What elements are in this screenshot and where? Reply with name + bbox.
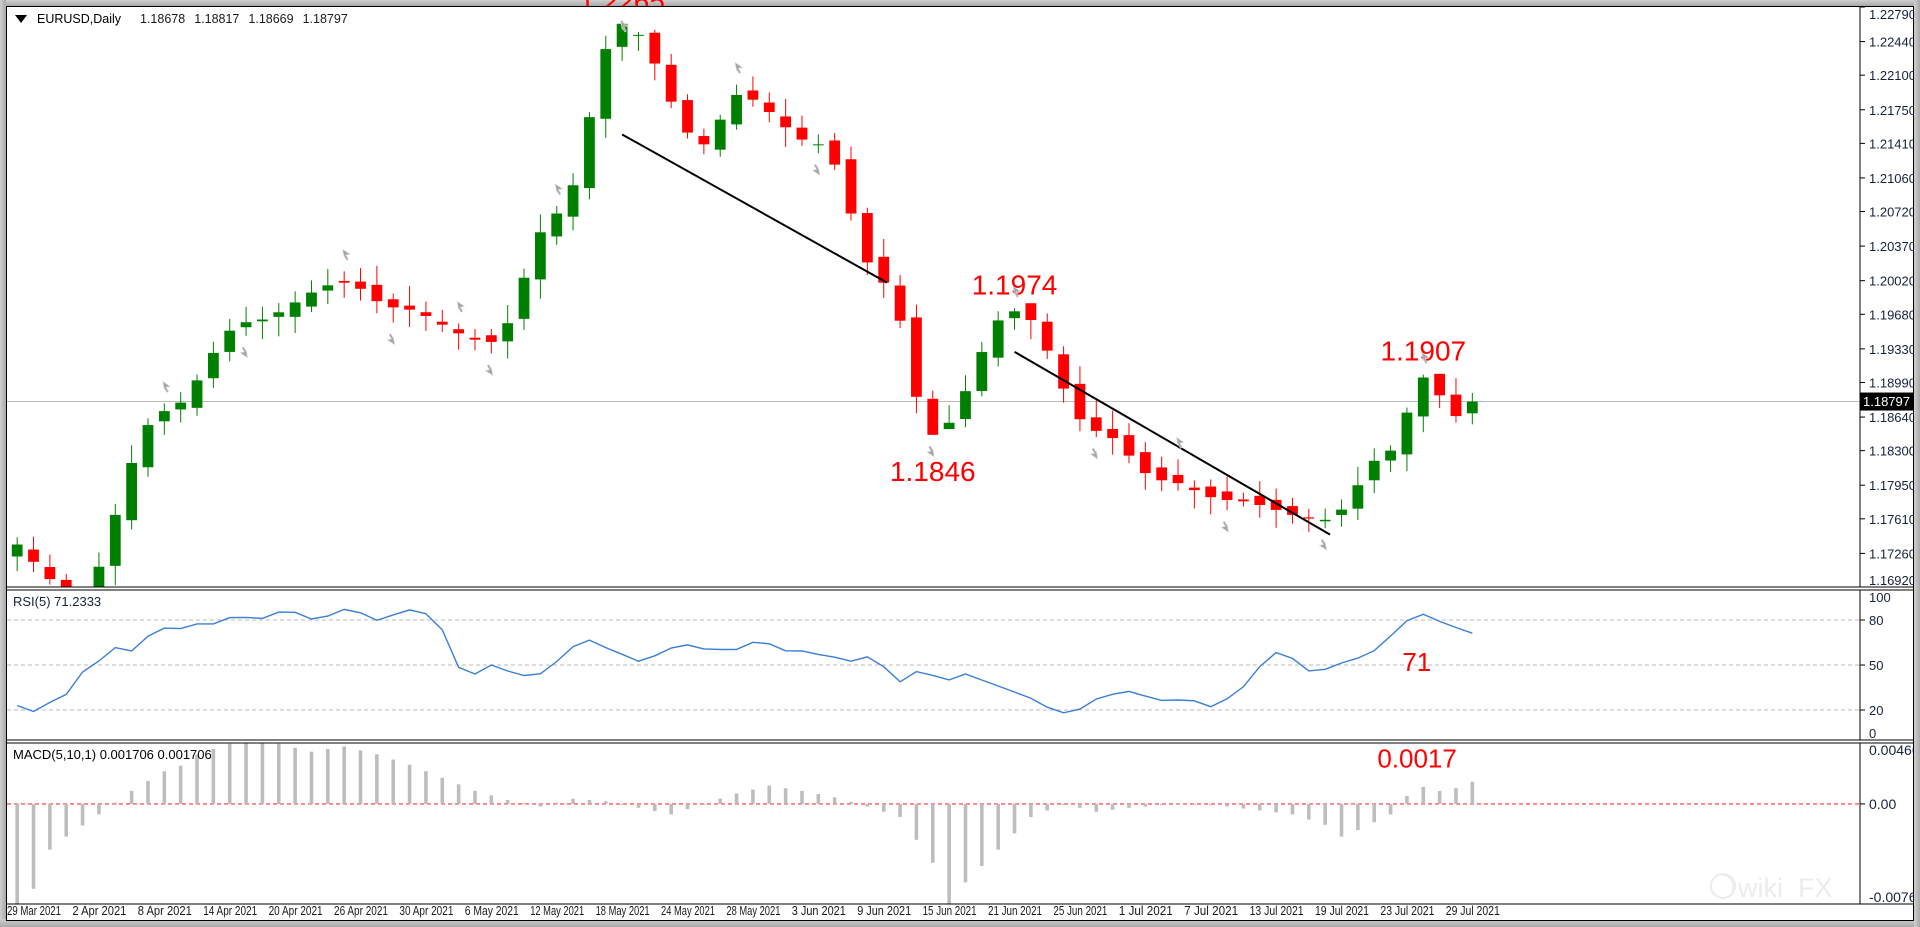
svg-text:1 Jul 2021: 1 Jul 2021 <box>1119 903 1173 918</box>
svg-text:15 Jun 2021: 15 Jun 2021 <box>923 903 977 918</box>
svg-text:9 Jun 2021: 9 Jun 2021 <box>857 903 911 918</box>
svg-text:2 Apr 2021: 2 Apr 2021 <box>72 903 126 918</box>
svg-text:26 Apr 2021: 26 Apr 2021 <box>334 903 388 918</box>
svg-text:19 Jul 2021: 19 Jul 2021 <box>1315 903 1369 918</box>
svg-text:23 Jul 2021: 23 Jul 2021 <box>1380 903 1434 918</box>
svg-text:6 May 2021: 6 May 2021 <box>465 903 519 918</box>
svg-text:wiki: wiki <box>1737 873 1783 903</box>
svg-text:29 Jul 2021: 29 Jul 2021 <box>1446 903 1500 918</box>
svg-text:8 Apr 2021: 8 Apr 2021 <box>138 903 192 918</box>
svg-text:21 Jun 2021: 21 Jun 2021 <box>988 903 1042 918</box>
svg-text:7 Jul 2021: 7 Jul 2021 <box>1184 903 1238 918</box>
svg-text:18 May 2021: 18 May 2021 <box>596 903 650 918</box>
svg-text:30 Apr 2021: 30 Apr 2021 <box>399 903 453 918</box>
svg-text:29 Mar 2021: 29 Mar 2021 <box>7 903 61 918</box>
svg-text:24 May 2021: 24 May 2021 <box>661 903 715 918</box>
svg-text:28 May 2021: 28 May 2021 <box>726 903 780 918</box>
svg-text:12 May 2021: 12 May 2021 <box>530 903 584 918</box>
svg-text:20 Apr 2021: 20 Apr 2021 <box>269 903 323 918</box>
svg-text:25 Jun 2021: 25 Jun 2021 <box>1053 903 1107 918</box>
svg-text:13 Jul 2021: 13 Jul 2021 <box>1250 903 1304 918</box>
svg-text:FX: FX <box>1798 873 1833 903</box>
svg-text:14 Apr 2021: 14 Apr 2021 <box>203 903 257 918</box>
svg-text:3 Jun 2021: 3 Jun 2021 <box>792 903 846 918</box>
